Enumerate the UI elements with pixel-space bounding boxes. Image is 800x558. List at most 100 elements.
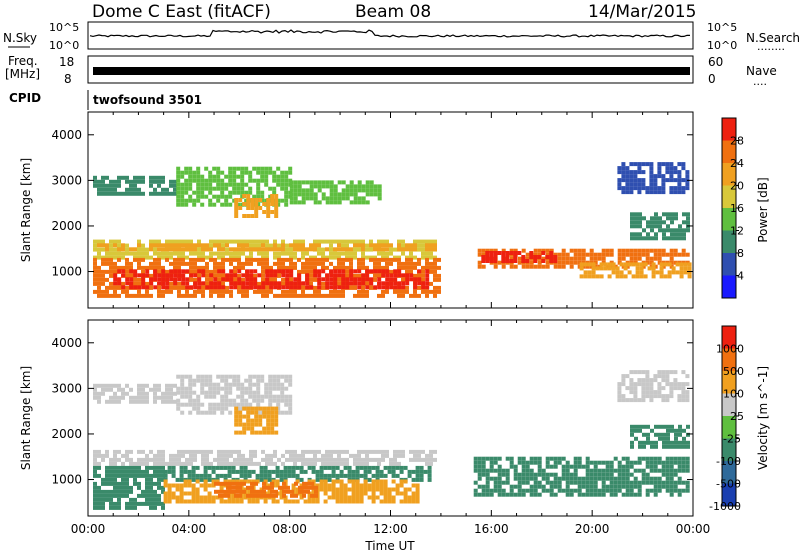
data-cell [377, 243, 381, 248]
data-cell [385, 277, 390, 282]
data-cell [333, 273, 338, 278]
data-cell [587, 262, 592, 267]
data-cell [285, 251, 289, 256]
data-cell [393, 281, 398, 286]
data-cell [274, 194, 279, 198]
data-cell [247, 479, 252, 484]
data-cell [629, 252, 634, 257]
data-cell [163, 495, 168, 500]
data-cell [231, 495, 236, 500]
data-cell [654, 440, 658, 445]
data-cell [213, 281, 218, 286]
data-cell [237, 261, 241, 266]
data-cell [593, 480, 598, 485]
data-cell [233, 285, 238, 290]
data-cell [125, 273, 129, 278]
data-cell [169, 457, 173, 462]
data-cell [325, 257, 329, 262]
data-cell [218, 493, 222, 498]
data-cell [221, 457, 225, 462]
data-cell [637, 492, 642, 497]
data-cell [169, 399, 173, 404]
data-cell [193, 281, 198, 286]
data-cell [149, 247, 153, 252]
y-tick-label: 2000 [51, 427, 82, 441]
data-cell [393, 453, 397, 458]
data-cell [297, 457, 301, 462]
data-cell [261, 247, 265, 252]
data-cell [180, 382, 185, 387]
data-cell [654, 220, 658, 225]
data-cell [101, 261, 105, 266]
data-cell [595, 274, 600, 279]
data-cell [381, 255, 385, 260]
data-cell [204, 374, 209, 379]
data-cell [553, 259, 558, 263]
data-cell [313, 273, 318, 278]
data-cell [357, 257, 361, 262]
data-cell [299, 469, 304, 474]
data-cell [161, 485, 165, 490]
data-cell [529, 251, 534, 255]
data-cell [224, 374, 229, 379]
data-cell [345, 265, 349, 270]
data-cell [265, 265, 269, 270]
data-cell [311, 491, 316, 496]
data-cell [639, 266, 644, 271]
data-cell [363, 465, 368, 470]
data-cell [260, 178, 265, 183]
data-cell [669, 252, 674, 257]
data-cell [101, 269, 105, 274]
data-cell [681, 464, 686, 469]
data-cell [659, 274, 664, 279]
data-cell [589, 480, 594, 485]
data-cell [661, 252, 666, 257]
data-cell [329, 196, 334, 201]
data-cell [641, 370, 646, 375]
data-cell [141, 243, 145, 248]
data-cell [209, 289, 213, 294]
data-cell [192, 402, 197, 407]
data-cell [117, 281, 122, 286]
data-cell [381, 239, 385, 244]
data-cell [113, 489, 117, 494]
data-cell [325, 273, 330, 278]
data-cell [163, 483, 168, 488]
data-cell [239, 473, 244, 478]
data-cell [260, 394, 265, 399]
data-cell [113, 505, 117, 510]
data-cell [121, 391, 125, 396]
data-cell [389, 247, 393, 252]
data-cell [233, 239, 237, 244]
data-cell [497, 472, 502, 477]
data-cell [662, 436, 666, 441]
data-cell [501, 259, 506, 263]
data-cell [561, 264, 566, 269]
data-cell [325, 277, 330, 282]
data-cell [329, 188, 334, 193]
data-cell [149, 485, 153, 490]
data-cell [369, 184, 374, 189]
data-cell [212, 202, 217, 207]
data-cell [153, 469, 157, 474]
data-cell [597, 488, 602, 493]
data-cell [337, 289, 341, 294]
data-cell [617, 394, 622, 399]
data-cell [666, 236, 670, 241]
data-cell [621, 476, 626, 481]
data-cell [153, 461, 157, 466]
data-cell [195, 465, 200, 470]
data-cell [229, 239, 233, 244]
data-cell [184, 202, 189, 207]
data-cell [249, 257, 253, 262]
data-cell [589, 484, 594, 489]
data-cell [189, 273, 194, 278]
data-cell [617, 166, 622, 171]
data-cell [617, 248, 622, 253]
y-tick-label: 3000 [51, 381, 82, 395]
data-cell [176, 186, 181, 191]
data-cell [157, 257, 161, 262]
data-cell [477, 464, 482, 469]
data-cell [288, 378, 293, 383]
data-cell [248, 174, 253, 179]
